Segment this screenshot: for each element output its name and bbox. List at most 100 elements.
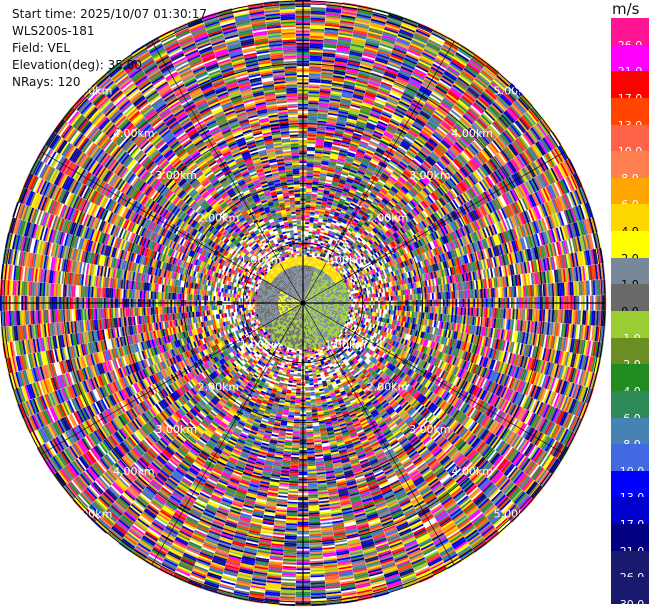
radar-gate: [333, 305, 335, 307]
radar-gate: [335, 250, 339, 253]
radar-gate: [410, 306, 412, 312]
radar-gate: [394, 296, 396, 301]
radar-gate: [304, 249, 307, 251]
radar-gate: [418, 306, 420, 312]
radar-gate: [343, 236, 347, 240]
radar-gate: [306, 176, 313, 178]
radar-gate: [335, 297, 337, 299]
radar-gate: [432, 293, 434, 300]
radar-gate: [382, 305, 384, 309]
radar-gate: [348, 299, 350, 302]
radar-gate: [310, 251, 313, 253]
radar-gate: [348, 297, 350, 300]
radar-gate: [401, 295, 403, 300]
radar-gate: [380, 293, 382, 297]
radar-gate: [392, 296, 394, 301]
radar-gate: [304, 264, 306, 266]
radar-gate: [405, 295, 407, 300]
radar-gate: [333, 297, 335, 299]
radar-gate: [368, 276, 371, 280]
radar-gate: [418, 294, 420, 300]
radar-gate: [305, 274, 307, 276]
radar-gate: [401, 306, 403, 311]
radar-gate: [367, 305, 369, 308]
radar-gate: [384, 305, 386, 309]
radar-gate: [391, 305, 393, 310]
radar-gate: [308, 262, 310, 264]
radar-gate: [342, 296, 344, 298]
radar-gate: [409, 295, 411, 301]
radar-gate: [308, 264, 310, 266]
radar-gate: [352, 279, 355, 282]
radar-gate: [309, 232, 313, 234]
radar-gate: [355, 304, 357, 307]
radar-gate: [414, 306, 416, 312]
radar-gate: [358, 299, 360, 302]
radar-gate: [307, 151, 315, 153]
radar-gate: [306, 206, 311, 208]
radar-gate: [305, 222, 309, 224]
radar-gate: [307, 246, 310, 248]
radar-gate: [340, 296, 342, 298]
radar-gate: [305, 215, 310, 217]
radar-gate: [410, 294, 412, 300]
radar-gate: [344, 297, 346, 299]
radar-gate: [373, 305, 375, 309]
radar-gate: [328, 305, 330, 307]
radar-gate: [321, 300, 323, 301]
radar-gate: [428, 293, 430, 300]
radar-gate: [304, 247, 307, 249]
radar-gate: [333, 301, 335, 303]
radar-gate: [304, 251, 307, 253]
radar-gate: [305, 246, 308, 248]
radar-gate: [305, 276, 307, 278]
radar-gate: [307, 271, 309, 273]
radar-gate: [315, 236, 319, 238]
radar-gate: [382, 297, 384, 301]
radar-gate: [400, 306, 402, 311]
radar-gate: [341, 300, 343, 302]
radar-gate: [412, 306, 414, 312]
radar-gate: [344, 300, 346, 302]
radar-gate: [341, 304, 343, 306]
radar-gate: [328, 300, 330, 302]
radar-gate: [307, 249, 310, 251]
radar-gate: [306, 201, 311, 203]
radar-gate: [305, 219, 309, 221]
radar-gate: [304, 283, 305, 285]
radar-gate: [305, 210, 310, 212]
radar-gate: [394, 305, 396, 310]
radar-gate: [330, 299, 332, 301]
radar-gate: [328, 304, 330, 305]
radar-gate: [304, 271, 306, 273]
radar-gate: [304, 269, 306, 271]
radar-gate: [306, 185, 312, 187]
radar-gate: [306, 264, 308, 266]
radar-gate: [330, 298, 332, 300]
radar-gate: [341, 239, 345, 243]
radar-gate: [423, 293, 425, 299]
radar-gate: [307, 269, 309, 271]
radar-gate: [323, 300, 325, 301]
radar-gate: [306, 258, 308, 260]
radar-gate: [396, 305, 398, 310]
radar-gate: [304, 274, 306, 276]
radar-gate: [339, 300, 341, 302]
radar-gate: [305, 230, 309, 232]
radar-gate: [380, 297, 382, 301]
radar-gate: [308, 240, 311, 242]
radar-gate: [305, 280, 306, 282]
radar-gate: [378, 297, 380, 301]
radar-gate: [305, 240, 308, 242]
radar-gate: [369, 298, 371, 302]
radar-gate: [376, 305, 378, 309]
radar-gate: [405, 306, 407, 311]
radar-gate: [305, 221, 309, 223]
radar-gate: [323, 305, 325, 306]
radar-gate: [380, 305, 382, 309]
radar-gate: [306, 195, 312, 197]
radar-gate: [335, 299, 337, 301]
radar-gate: [490, 268, 493, 278]
radar-gate: [335, 304, 337, 306]
